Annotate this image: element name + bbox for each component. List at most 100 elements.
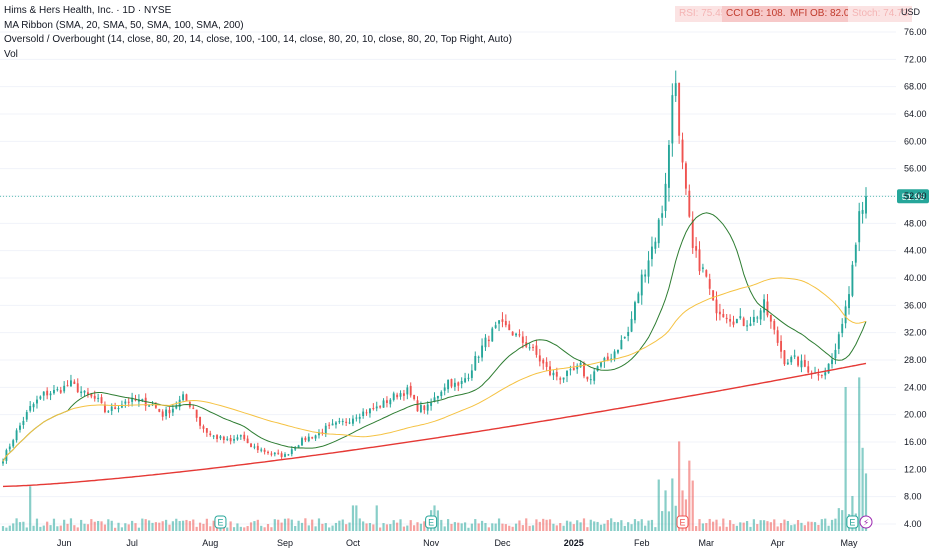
time-axis[interactable]: Jun Jul Aug Sep Oct Nov Dec 2025 Feb Mar Apr May [57,538,858,548]
candle-body [528,347,531,349]
volume-bar [436,510,439,531]
candle-body [708,279,711,289]
volume-bar [586,527,589,531]
volume-bar [457,522,460,531]
volume-bar [198,522,202,531]
candle-body [579,362,582,368]
volume-bar [127,524,130,531]
volume-bar [640,519,643,531]
volume-bar [841,510,844,531]
candle-body [752,316,755,323]
candle-body [29,406,32,411]
volume-bar [555,525,558,531]
volume-bar [1,526,5,531]
volume-bar [52,518,56,531]
candle-body [287,454,290,456]
volume-bar [389,524,392,531]
candle-body [165,409,168,417]
candle-body [450,379,453,387]
volume-bar [644,525,647,531]
candle-body [70,380,72,387]
volume-bar [362,521,365,531]
volume-bar [576,520,579,531]
volume-bar [243,527,246,531]
y-tick-label: 28.00 [904,355,927,365]
volume-bar [396,522,399,531]
moving-averages [2,212,867,488]
volume-bar [803,525,806,531]
candle-body [807,366,810,373]
candle-body [827,363,830,374]
volume-bar [290,519,293,531]
candle-body [691,219,694,248]
candle-body [559,378,562,380]
volume-bar [565,520,569,531]
candle-body [545,361,548,367]
volume-bar [56,526,59,531]
volume-bar [480,520,484,531]
candle-body [154,404,157,408]
volume-legend[interactable]: Vol [4,48,18,60]
volume-bar [260,525,263,531]
volume-bar [236,523,239,531]
candle-body [175,405,178,409]
volume-bar [90,519,93,531]
candle-body [379,406,382,408]
volume-bar [484,523,487,531]
volume-bar [192,519,195,531]
volume-bar [671,478,674,531]
symbol-title[interactable]: Hims & Hers Health, Inc. · 1D · NYSE [4,5,172,16]
volume-bar [783,519,786,531]
candle-body [589,379,592,381]
volume-bar [307,525,310,531]
volume-bar [63,519,66,531]
candle-body [335,422,337,425]
y-tick-label: 76.00 [904,27,927,37]
volume-bar [409,520,412,531]
candle-body [593,371,596,381]
volume-bar [548,519,552,531]
volume-bar [178,521,181,531]
candle-body [277,452,280,454]
y-tick-label: 32.00 [904,328,927,338]
volume-bar [406,525,409,531]
volume-bar [117,522,120,531]
volume-bar [572,524,575,531]
candle-body [423,405,426,411]
x-tick-label: Aug [202,538,218,548]
volume-bar [695,526,698,531]
candle-body [674,83,677,97]
volume-bar [820,519,823,531]
candle-body [498,320,501,324]
candle-body [216,435,219,439]
volume-bar [144,519,147,531]
candle-body [321,432,324,434]
volume-bar [392,520,395,531]
volume-bar [712,521,715,531]
earnings-marker-label: E [680,518,686,528]
cci-badge: CCI OB: 108.13 [722,6,801,22]
price-axis[interactable]: 4.00 8.00 12.00 16.00 20.00 24.00 28.00 32.00 36… [904,27,927,529]
candle-body [239,435,242,437]
volume-bar [593,521,596,531]
volume-bar [131,520,134,531]
candle-body [705,270,708,277]
volume-bar [837,508,840,531]
volume-bar [582,518,586,531]
candle-body [470,370,473,378]
volume-bar [474,519,477,531]
ma-ribbon-legend[interactable]: MA Ribbon (SMA, 20, SMA, 50, SMA, 100, S… [4,19,244,31]
candle-body [36,399,38,404]
oscillator-legend[interactable]: Oversold / Overbought (14, close, 80, 20… [4,34,512,45]
volume-bar [538,521,541,531]
candle-body [120,404,123,408]
candle-body [596,366,599,371]
volume-bar [419,523,423,531]
last-price-line: 51.96 [0,189,929,204]
volume-bar [195,526,198,531]
volume-bar [440,519,443,531]
candle-body [443,387,446,391]
volume-bar [796,520,800,531]
volume-bar [331,525,334,531]
